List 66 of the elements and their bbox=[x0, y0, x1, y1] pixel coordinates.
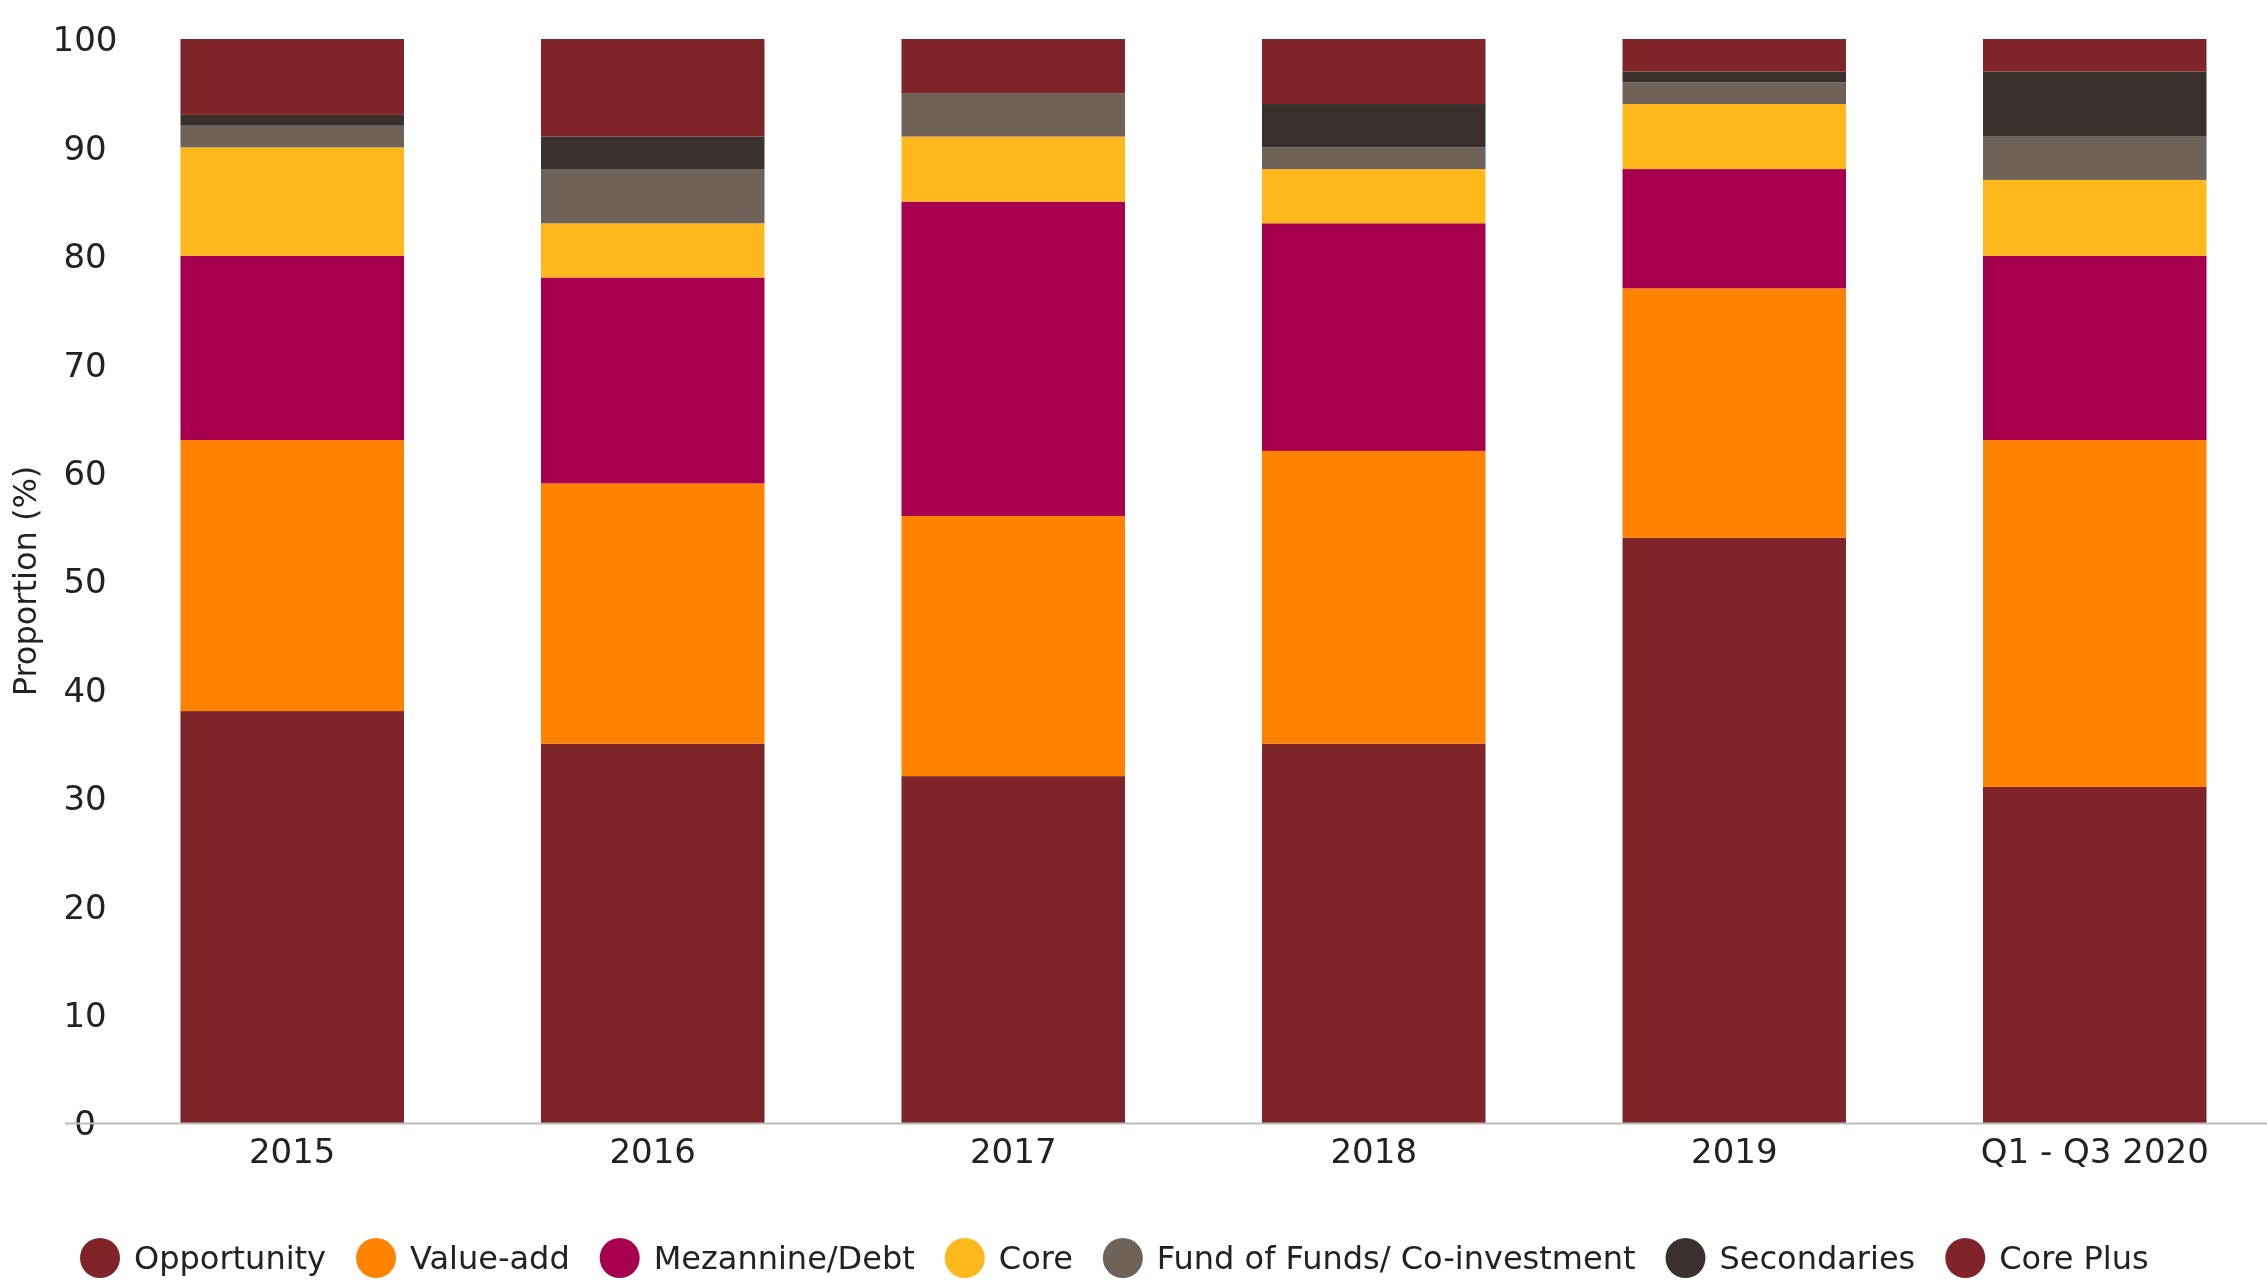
bar bbox=[1622, 71, 1847, 83]
bar bbox=[180, 711, 404, 1123]
y-tick-label: 50 bbox=[63, 561, 107, 602]
bar bbox=[180, 125, 404, 148]
bar bbox=[180, 114, 404, 126]
bar bbox=[180, 255, 404, 441]
bar bbox=[1622, 39, 1847, 72]
legend-label: Mezannine/Debt bbox=[653, 1239, 915, 1278]
y-tick-label: 80 bbox=[63, 236, 107, 277]
bar bbox=[1983, 71, 2207, 137]
bar bbox=[1262, 104, 1486, 148]
x-tick-label: 2019 bbox=[1691, 1131, 1778, 1172]
bar bbox=[1622, 82, 1847, 105]
x-tick-label: 2017 bbox=[969, 1131, 1057, 1172]
x-tick-label: Q1 - Q3 2020 bbox=[1980, 1131, 2209, 1172]
bar bbox=[1262, 147, 1486, 170]
bar bbox=[540, 483, 765, 744]
bar bbox=[901, 39, 1125, 94]
y-tick-label: 60 bbox=[63, 453, 107, 493]
legend-label: Fund of Funds/ Co-investment bbox=[1156, 1239, 1636, 1278]
bar bbox=[180, 147, 404, 256]
legend-label: Opportunity bbox=[134, 1239, 327, 1278]
legend-label: Core Plus bbox=[1999, 1239, 2149, 1278]
bar bbox=[1983, 786, 2207, 1123]
bar bbox=[540, 136, 765, 170]
bar bbox=[1262, 169, 1486, 224]
bar bbox=[180, 39, 404, 115]
bar bbox=[1622, 104, 1847, 170]
x-tick-label: 2015 bbox=[248, 1131, 336, 1172]
bar bbox=[1262, 39, 1486, 105]
bar bbox=[901, 776, 1125, 1123]
y-tick-label: 70 bbox=[63, 344, 107, 385]
bar bbox=[1262, 223, 1486, 451]
bar bbox=[540, 169, 765, 224]
legend-label: Secondaries bbox=[1719, 1239, 1916, 1278]
bar bbox=[540, 39, 765, 137]
x-tick-label: 2016 bbox=[609, 1131, 696, 1172]
bar bbox=[901, 515, 1125, 777]
bar bbox=[1622, 288, 1847, 538]
y-tick-label: 40 bbox=[63, 669, 107, 710]
y-tick-label: 30 bbox=[63, 778, 107, 819]
y-axis-title: Proportion (%) bbox=[6, 465, 44, 697]
y-tick-label: 0 bbox=[74, 1103, 96, 1144]
bar bbox=[540, 743, 765, 1123]
bar bbox=[1262, 743, 1486, 1123]
y-tick-label: 10 bbox=[63, 995, 107, 1035]
bar bbox=[1622, 169, 1847, 289]
legend-label: Core bbox=[998, 1239, 1073, 1278]
bar bbox=[901, 93, 1125, 137]
bar bbox=[1983, 255, 2207, 441]
bar bbox=[1983, 39, 2207, 72]
bar bbox=[1983, 179, 2207, 256]
legend-label: Value-add bbox=[410, 1239, 570, 1278]
bar bbox=[540, 223, 765, 278]
bar bbox=[540, 277, 765, 484]
y-tick-label: 90 bbox=[63, 127, 107, 168]
bar bbox=[1983, 440, 2207, 787]
bar bbox=[180, 440, 404, 712]
bar bbox=[901, 201, 1125, 516]
bar bbox=[1622, 537, 1847, 1123]
bar bbox=[1262, 450, 1486, 744]
y-tick-label: 20 bbox=[63, 886, 107, 927]
bar bbox=[1983, 136, 2207, 180]
x-tick-label: 2018 bbox=[1330, 1131, 1418, 1172]
y-tick-label: 100 bbox=[52, 19, 118, 60]
bar bbox=[901, 136, 1125, 202]
